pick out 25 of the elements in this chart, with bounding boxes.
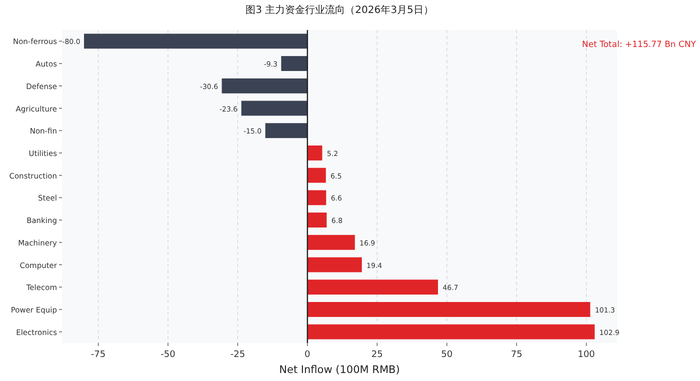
bar [307,257,362,272]
bar [222,78,308,94]
x-tick-label: 25 [371,350,383,360]
bar [265,123,308,138]
bar [307,146,322,160]
bar [307,168,326,183]
x-tick-label: 100 [578,350,596,360]
annotation: Net Total: +115.77 Bn CNY [582,40,697,50]
x-tick-label: -50 [160,350,176,360]
bar [281,56,308,71]
bar [307,324,595,340]
x-tick-label: 50 [441,350,453,360]
x-axis-title: Net Inflow (100M RMB) [279,364,400,376]
bar [307,302,590,317]
bar [307,280,438,295]
bar [307,212,327,228]
bar [241,100,308,116]
bar [307,234,355,250]
x-tick-label: 75 [510,350,522,360]
chart-title: 图3 主力资金行业流向（2026年3月5日） [246,4,434,16]
x-tick-label: -75 [90,350,106,360]
bar [84,34,308,49]
x-tick-label: 0 [304,350,311,360]
x-tick-label: -25 [230,350,246,360]
bar [307,190,326,206]
